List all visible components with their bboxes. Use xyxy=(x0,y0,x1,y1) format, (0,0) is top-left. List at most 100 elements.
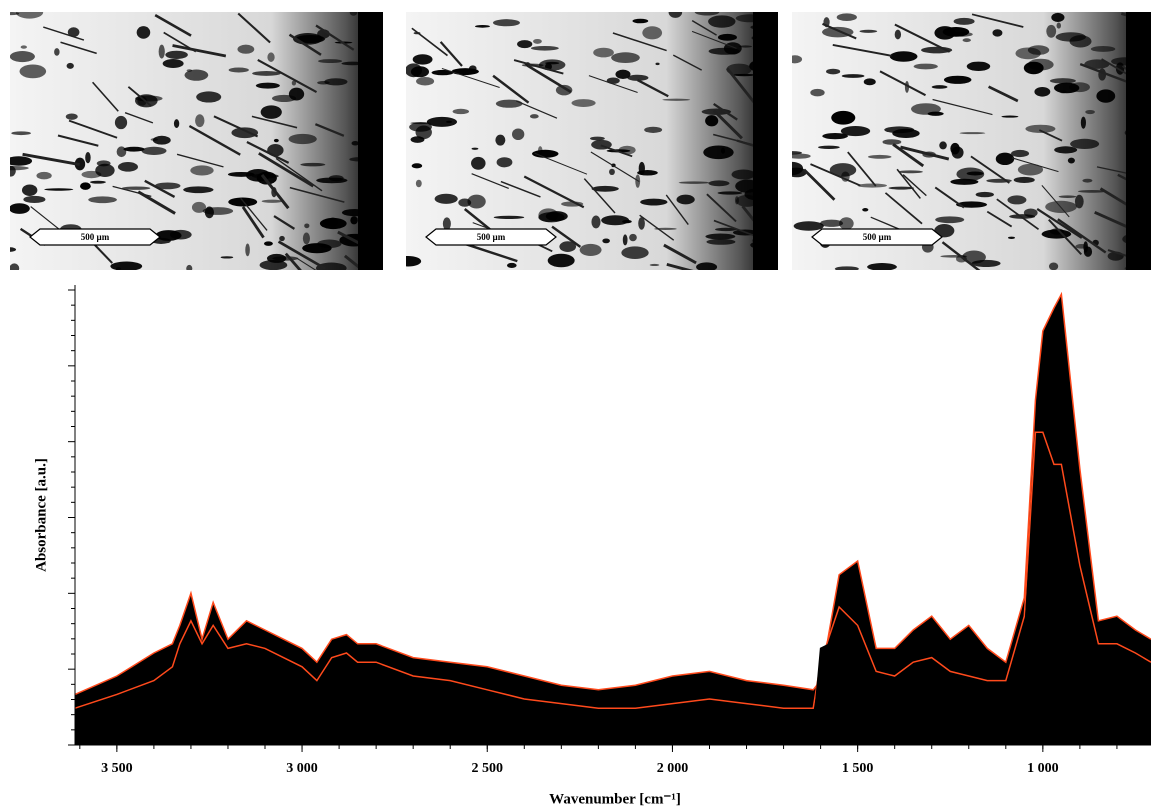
dark-spot xyxy=(191,201,207,213)
streak xyxy=(713,103,738,121)
dark-spot xyxy=(252,71,281,76)
streak xyxy=(726,67,756,104)
dark-spot xyxy=(867,154,892,159)
dark-spot xyxy=(288,133,317,145)
streak xyxy=(273,215,296,230)
texture xyxy=(10,12,383,270)
dark-spot xyxy=(1027,58,1054,71)
dark-spot xyxy=(445,120,453,123)
streak xyxy=(712,109,743,140)
dark-spot xyxy=(590,136,605,141)
dark-spot xyxy=(953,17,975,25)
dark-spot xyxy=(1007,236,1016,240)
streak xyxy=(583,178,616,214)
spectrum-line xyxy=(74,468,1151,732)
streak xyxy=(996,198,1040,231)
dark-spot xyxy=(792,167,807,178)
streak xyxy=(1038,129,1063,142)
dark-spot xyxy=(1058,195,1077,198)
dark-spot xyxy=(10,247,17,252)
dark-spot xyxy=(1049,78,1076,84)
dark-spot xyxy=(1080,116,1086,129)
dark-spot xyxy=(622,219,632,224)
dark-spot xyxy=(649,263,660,267)
streak xyxy=(902,174,927,197)
streak xyxy=(941,241,981,270)
dark-spot xyxy=(162,59,184,68)
dark-spot xyxy=(555,84,573,96)
streak xyxy=(526,64,572,94)
streak xyxy=(663,243,697,265)
dark-spot xyxy=(279,235,285,242)
dark-spot xyxy=(638,161,645,175)
dark-spot xyxy=(1085,109,1095,115)
streak xyxy=(1048,218,1083,256)
dark-spot xyxy=(10,263,20,270)
streak xyxy=(213,115,259,138)
streak xyxy=(1041,185,1070,218)
dark-spot xyxy=(966,61,991,72)
dark-spot xyxy=(85,152,91,164)
dark-spot xyxy=(121,186,151,190)
edge-dark xyxy=(358,12,383,270)
streak xyxy=(92,81,119,112)
dark-spot xyxy=(836,13,857,22)
streak xyxy=(588,75,638,93)
dark-spot xyxy=(1077,190,1106,193)
dark-spot xyxy=(708,180,730,187)
dark-spot xyxy=(726,63,752,76)
streak xyxy=(1079,63,1136,86)
dark-spot xyxy=(939,141,947,150)
dark-spot xyxy=(23,195,46,204)
dark-spot xyxy=(231,127,259,139)
texture xyxy=(792,12,1151,270)
streak xyxy=(892,143,925,168)
dark-spot xyxy=(1075,244,1088,249)
dark-spot xyxy=(662,98,691,101)
streak xyxy=(879,70,926,97)
dark-spot xyxy=(227,171,255,177)
dark-spot xyxy=(962,38,971,43)
streak xyxy=(970,155,1010,184)
dark-spot xyxy=(19,64,47,79)
streak xyxy=(260,173,290,210)
dark-spot xyxy=(1090,46,1116,52)
streak xyxy=(176,153,224,168)
dark-spot xyxy=(415,179,422,188)
dark-spot xyxy=(559,241,577,252)
dark-spot xyxy=(158,44,165,59)
streak xyxy=(636,79,669,98)
dark-spot xyxy=(943,75,972,84)
streak xyxy=(284,252,302,270)
scale-bar-label: 500 µm xyxy=(81,232,110,242)
streak xyxy=(932,98,993,116)
dark-spot xyxy=(1013,176,1035,184)
streak xyxy=(188,124,241,156)
dark-spot xyxy=(318,59,343,64)
streak xyxy=(847,151,877,187)
dark-spot xyxy=(820,219,844,227)
streak xyxy=(822,22,857,40)
dark-spot xyxy=(1025,124,1056,133)
image-bg xyxy=(406,12,778,270)
dark-spot xyxy=(867,263,897,270)
dark-spot xyxy=(715,227,737,232)
dark-spot xyxy=(975,191,994,198)
dark-spot xyxy=(65,113,78,120)
dark-spot xyxy=(591,185,619,192)
dark-spot xyxy=(152,135,171,145)
streak xyxy=(534,152,588,175)
dark-spot xyxy=(291,80,297,86)
dark-spot xyxy=(1046,24,1057,38)
dark-spot xyxy=(995,152,1015,166)
dark-spot xyxy=(731,169,756,180)
dark-spot xyxy=(114,115,128,130)
dark-spot xyxy=(410,66,430,78)
dark-spot xyxy=(1055,32,1086,42)
streak xyxy=(258,152,314,188)
dark-spot xyxy=(1048,262,1059,270)
dark-spot xyxy=(1034,87,1051,97)
streak xyxy=(60,41,97,55)
streak xyxy=(832,43,892,57)
dark-spot xyxy=(350,216,358,225)
